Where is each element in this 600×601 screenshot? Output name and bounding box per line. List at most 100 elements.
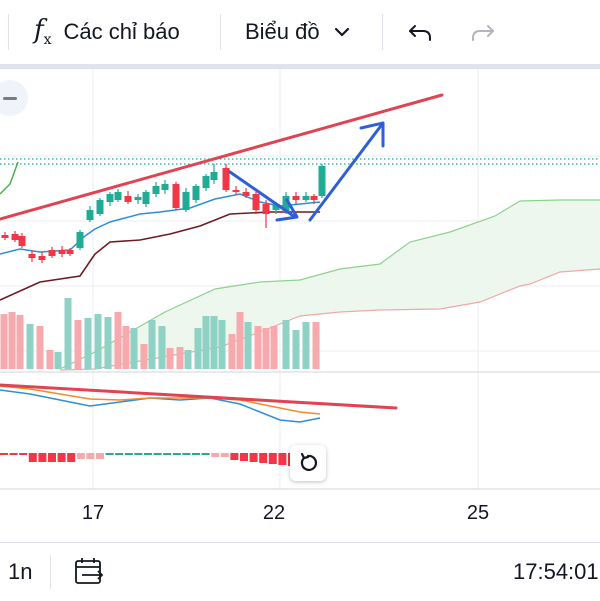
volume-bar [16,315,24,369]
calendar-goto-icon [75,558,104,584]
candles [1,164,326,263]
volume-bar [74,320,82,369]
lagging-span [0,161,19,195]
chart-top-border [0,64,600,69]
macd-histogram-bar [192,453,200,455]
macd-histogram-bar [38,453,47,462]
goto-date-button[interactable] [72,543,106,601]
indicators-button[interactable]: fx Các chỉ báo [34,0,180,64]
volume-bar [8,312,16,369]
candle [310,196,318,200]
macd-histogram-bar [278,453,287,465]
macd-histogram-bar [182,453,191,455]
volume-bar [26,324,34,369]
undo-button[interactable] [405,0,435,64]
chart-type-button[interactable]: Biểu đồ [245,0,352,64]
minus-icon [3,96,17,100]
up-arrow-drawing [308,121,385,222]
macd-histogram-bar [76,453,85,459]
candle [66,250,74,254]
volume-bar [130,328,138,369]
volume-bar [148,320,156,369]
reset-chart-button[interactable] [290,445,326,481]
macd-histogram-bar [240,453,248,461]
collapse-button[interactable] [0,80,28,116]
volume-bar [254,326,262,369]
macd-histogram-bar [9,453,18,455]
macd-histogram-bar [201,453,210,455]
macd-line [0,389,321,423]
price-chart[interactable] [0,64,600,542]
candle [134,197,142,200]
clock-time: 17:54:01 [513,543,599,601]
redo-icon [472,25,494,41]
interval-button[interactable]: 1n [8,543,32,601]
volume-bars [0,298,320,369]
conversion-line [0,193,321,255]
macd-histogram [0,453,306,467]
macd-histogram-bar [259,453,268,463]
volume-bar [302,322,310,369]
volume-bar [228,334,236,369]
volume-bar [104,317,112,369]
candle [161,184,169,190]
redo-button[interactable] [468,0,498,64]
candle [222,168,230,190]
volume-bar [94,314,102,369]
macd-trendline [0,383,398,410]
candle [106,194,114,202]
macd-histogram-bar [19,453,28,455]
base-line [0,211,320,301]
candle [272,204,280,210]
volume-bar [0,314,8,369]
time-label: 17:54:01 [513,559,599,584]
volume-bar [244,322,252,369]
macd-histogram-bar [172,453,181,455]
candle [252,194,260,210]
ichimoku-cloud [95,200,600,369]
candle [192,186,200,200]
trendline [0,93,444,221]
volume-bar [236,312,244,369]
volume-bar [282,320,290,369]
volume-bar [54,352,62,369]
volume-bar [114,312,122,369]
candle [202,176,210,188]
interval-label: 1n [8,559,33,584]
x-axis-label: 25 [466,502,490,524]
undo-icon [409,25,431,41]
top-toolbar: fx Các chỉ báo Biểu đồ [0,0,600,64]
candle [262,204,270,214]
toolbar-separator [382,14,383,50]
candle [282,196,290,212]
volume-bar [270,326,278,369]
chart-area[interactable] [0,64,600,542]
volume-bar [140,344,148,369]
macd-histogram-bar [211,453,220,457]
toolbar-separator [8,14,9,50]
candle [292,196,300,200]
macd-histogram-bar [153,453,162,455]
candle [124,196,132,202]
candle [210,172,218,180]
toolbar-separator [220,14,221,50]
macd-histogram-bar [105,453,114,455]
candle [302,196,310,200]
macd-histogram-bar [115,453,124,455]
macd-histogram-bar [96,453,104,459]
candle [58,250,66,254]
volume-bar [184,350,192,369]
macd-histogram-bar [57,453,66,462]
volume-bar [262,328,270,369]
macd-histogram-bar [48,453,56,462]
candle [242,192,250,196]
candle [18,236,26,246]
fx-icon: fx [34,15,52,49]
candle [48,250,56,256]
signal-line [0,385,321,415]
macd-histogram-bar [220,453,229,457]
candle [232,190,240,192]
macd-histogram-bar [163,453,172,455]
candle [172,184,180,208]
x-axis-label: 22 [262,502,286,524]
